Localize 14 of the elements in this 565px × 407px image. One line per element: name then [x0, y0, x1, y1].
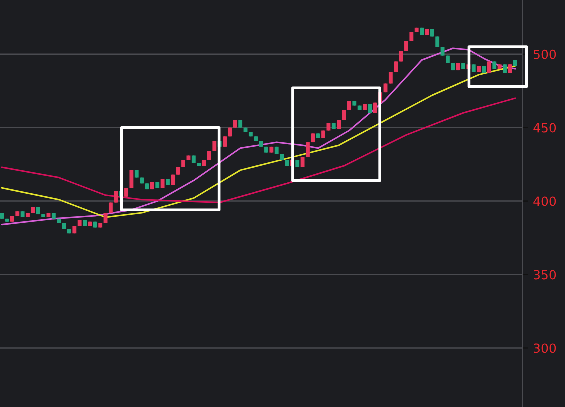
candlestick — [104, 212, 108, 224]
candlestick — [487, 61, 492, 74]
y-tick-label: 500 — [534, 50, 556, 60]
line-series — [1, 98, 516, 204]
y-tick-label: 450 — [534, 123, 556, 133]
y-tick-label: 400 — [534, 196, 556, 206]
candlestick — [212, 140, 217, 152]
candlestick — [223, 136, 227, 148]
candlestick — [394, 61, 398, 73]
candlestick — [114, 190, 118, 204]
candlestick — [342, 110, 346, 122]
candlestick — [404, 40, 408, 52]
y-tick-label: 300 — [534, 344, 556, 354]
y-tick-label: 350 — [534, 270, 556, 280]
